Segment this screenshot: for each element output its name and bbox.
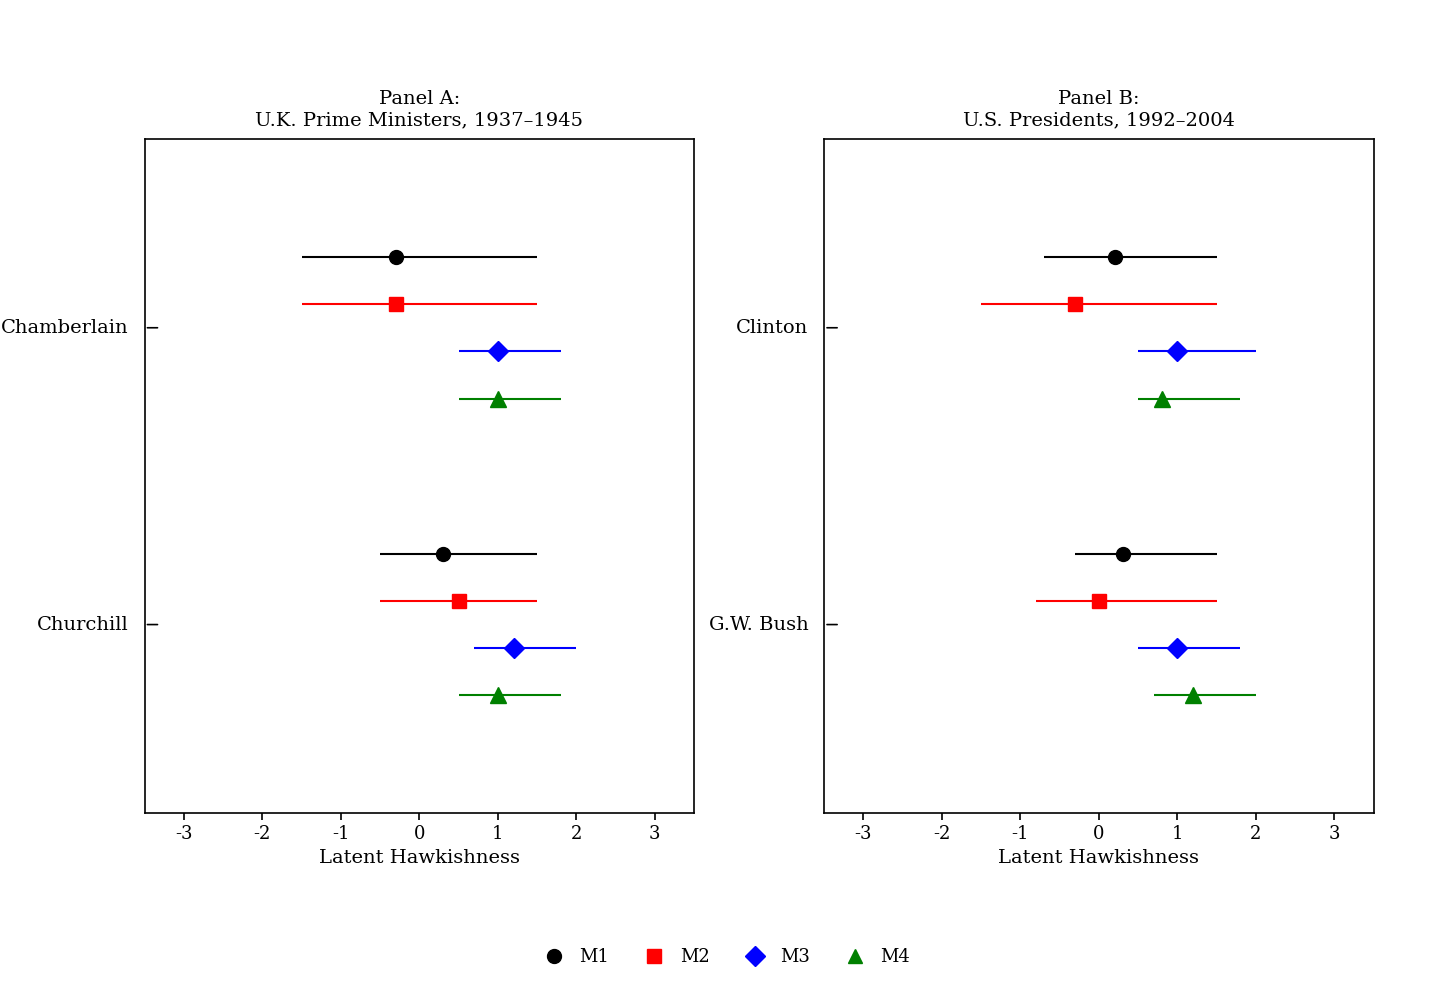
- Title: Panel B:
U.S. Presidents, 1992–2004: Panel B: U.S. Presidents, 1992–2004: [963, 90, 1235, 129]
- X-axis label: Latent Hawkishness: Latent Hawkishness: [998, 849, 1200, 867]
- X-axis label: Latent Hawkishness: Latent Hawkishness: [318, 849, 521, 867]
- Text: Clinton: Clinton: [736, 318, 808, 336]
- Title: Panel A:
U.K. Prime Ministers, 1937–1945: Panel A: U.K. Prime Ministers, 1937–1945: [256, 90, 583, 129]
- Text: Churchill: Churchill: [38, 616, 129, 634]
- Text: G.W. Bush: G.W. Bush: [709, 616, 808, 634]
- Legend: M1, M2, M3, M4: M1, M2, M3, M4: [529, 940, 917, 973]
- Text: Chamberlain: Chamberlain: [1, 318, 129, 336]
